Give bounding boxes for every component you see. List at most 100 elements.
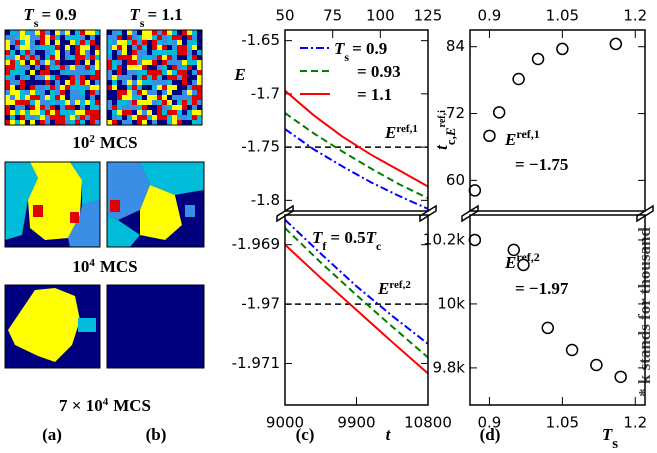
grain	[167, 115, 172, 120]
grain	[70, 80, 75, 85]
grain	[157, 55, 162, 60]
grain	[25, 75, 30, 80]
grain	[157, 65, 162, 70]
grain	[177, 85, 182, 90]
grain	[112, 110, 117, 115]
grain	[157, 80, 162, 85]
grain	[147, 75, 152, 80]
grain	[70, 75, 75, 80]
grain	[107, 75, 112, 80]
grain	[15, 110, 20, 115]
grain	[55, 35, 60, 40]
grain	[90, 55, 95, 60]
grain	[112, 65, 117, 70]
x-tick-label: 9000	[266, 414, 304, 432]
grain	[107, 65, 112, 70]
grain	[70, 120, 75, 125]
grain	[127, 110, 132, 115]
time-label: 7 × 104MCS	[59, 396, 151, 415]
grain	[20, 70, 25, 75]
point	[469, 185, 480, 196]
grain	[177, 95, 182, 100]
grain	[122, 105, 127, 110]
grain	[70, 115, 75, 120]
grain	[20, 105, 25, 110]
x-tick-label: 100	[366, 7, 395, 25]
grain	[192, 90, 197, 95]
grain	[112, 50, 117, 55]
grain	[50, 65, 55, 70]
grain	[112, 45, 117, 50]
grain	[35, 90, 40, 95]
grain	[50, 35, 55, 40]
grain	[147, 30, 152, 35]
grain	[132, 55, 137, 60]
point	[518, 259, 529, 270]
point	[615, 371, 626, 382]
x-tick-label: 1.05	[546, 414, 579, 432]
grain	[85, 45, 90, 50]
grain	[157, 40, 162, 45]
annotation: = −1.75	[515, 155, 568, 174]
grain	[192, 35, 197, 40]
grain	[157, 110, 162, 115]
x-axis-title: Ts	[602, 425, 618, 452]
grain	[40, 75, 45, 80]
grain	[137, 50, 142, 55]
grain	[142, 55, 147, 60]
grain	[167, 95, 172, 100]
grain	[182, 40, 187, 45]
grain	[45, 50, 50, 55]
grain	[147, 55, 152, 60]
time-label: 104MCS	[72, 257, 137, 276]
grain	[172, 60, 177, 65]
grain	[50, 115, 55, 120]
grain	[90, 35, 95, 40]
grain	[147, 105, 152, 110]
grain	[192, 50, 197, 55]
snapshot	[5, 285, 100, 368]
grain	[10, 100, 15, 105]
grain	[10, 45, 15, 50]
grain	[142, 65, 147, 70]
grain	[112, 120, 117, 125]
grain	[157, 100, 162, 105]
grain	[162, 40, 167, 45]
grain	[122, 90, 127, 95]
grain	[75, 55, 80, 60]
grain	[10, 35, 15, 40]
line	[285, 129, 428, 209]
column-label: Ts= 0.9	[23, 5, 76, 30]
grain	[5, 60, 10, 65]
snapshot	[107, 285, 204, 368]
grain	[65, 115, 70, 120]
column-label: Ts= 1.1	[129, 5, 182, 30]
grain	[122, 95, 127, 100]
grain	[187, 90, 192, 95]
grain	[152, 60, 157, 65]
grain	[60, 85, 65, 90]
grain	[80, 100, 85, 105]
grain	[122, 75, 127, 80]
grain	[122, 50, 127, 55]
grain	[70, 65, 75, 70]
grain	[187, 35, 192, 40]
grain	[85, 105, 90, 110]
grain	[75, 100, 80, 105]
grain	[90, 105, 95, 110]
grain	[162, 90, 167, 95]
grain	[35, 75, 40, 80]
grain	[20, 65, 25, 70]
grain	[65, 90, 70, 95]
grain	[152, 35, 157, 40]
grain	[5, 95, 10, 100]
grain	[40, 70, 45, 75]
grain	[60, 100, 65, 105]
grain	[107, 60, 112, 65]
grain	[50, 90, 55, 95]
grain	[65, 120, 70, 125]
grain	[70, 45, 75, 50]
y-tick-label: -1.65	[241, 31, 280, 49]
grain	[65, 60, 70, 65]
grain	[132, 90, 137, 95]
